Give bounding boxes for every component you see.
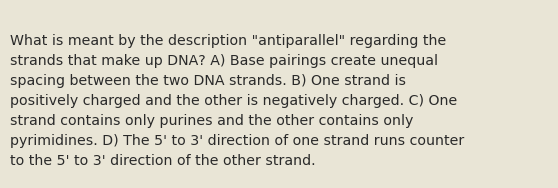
Text: What is meant by the description "antiparallel" regarding the
strands that make : What is meant by the description "antipa… [10,34,464,168]
